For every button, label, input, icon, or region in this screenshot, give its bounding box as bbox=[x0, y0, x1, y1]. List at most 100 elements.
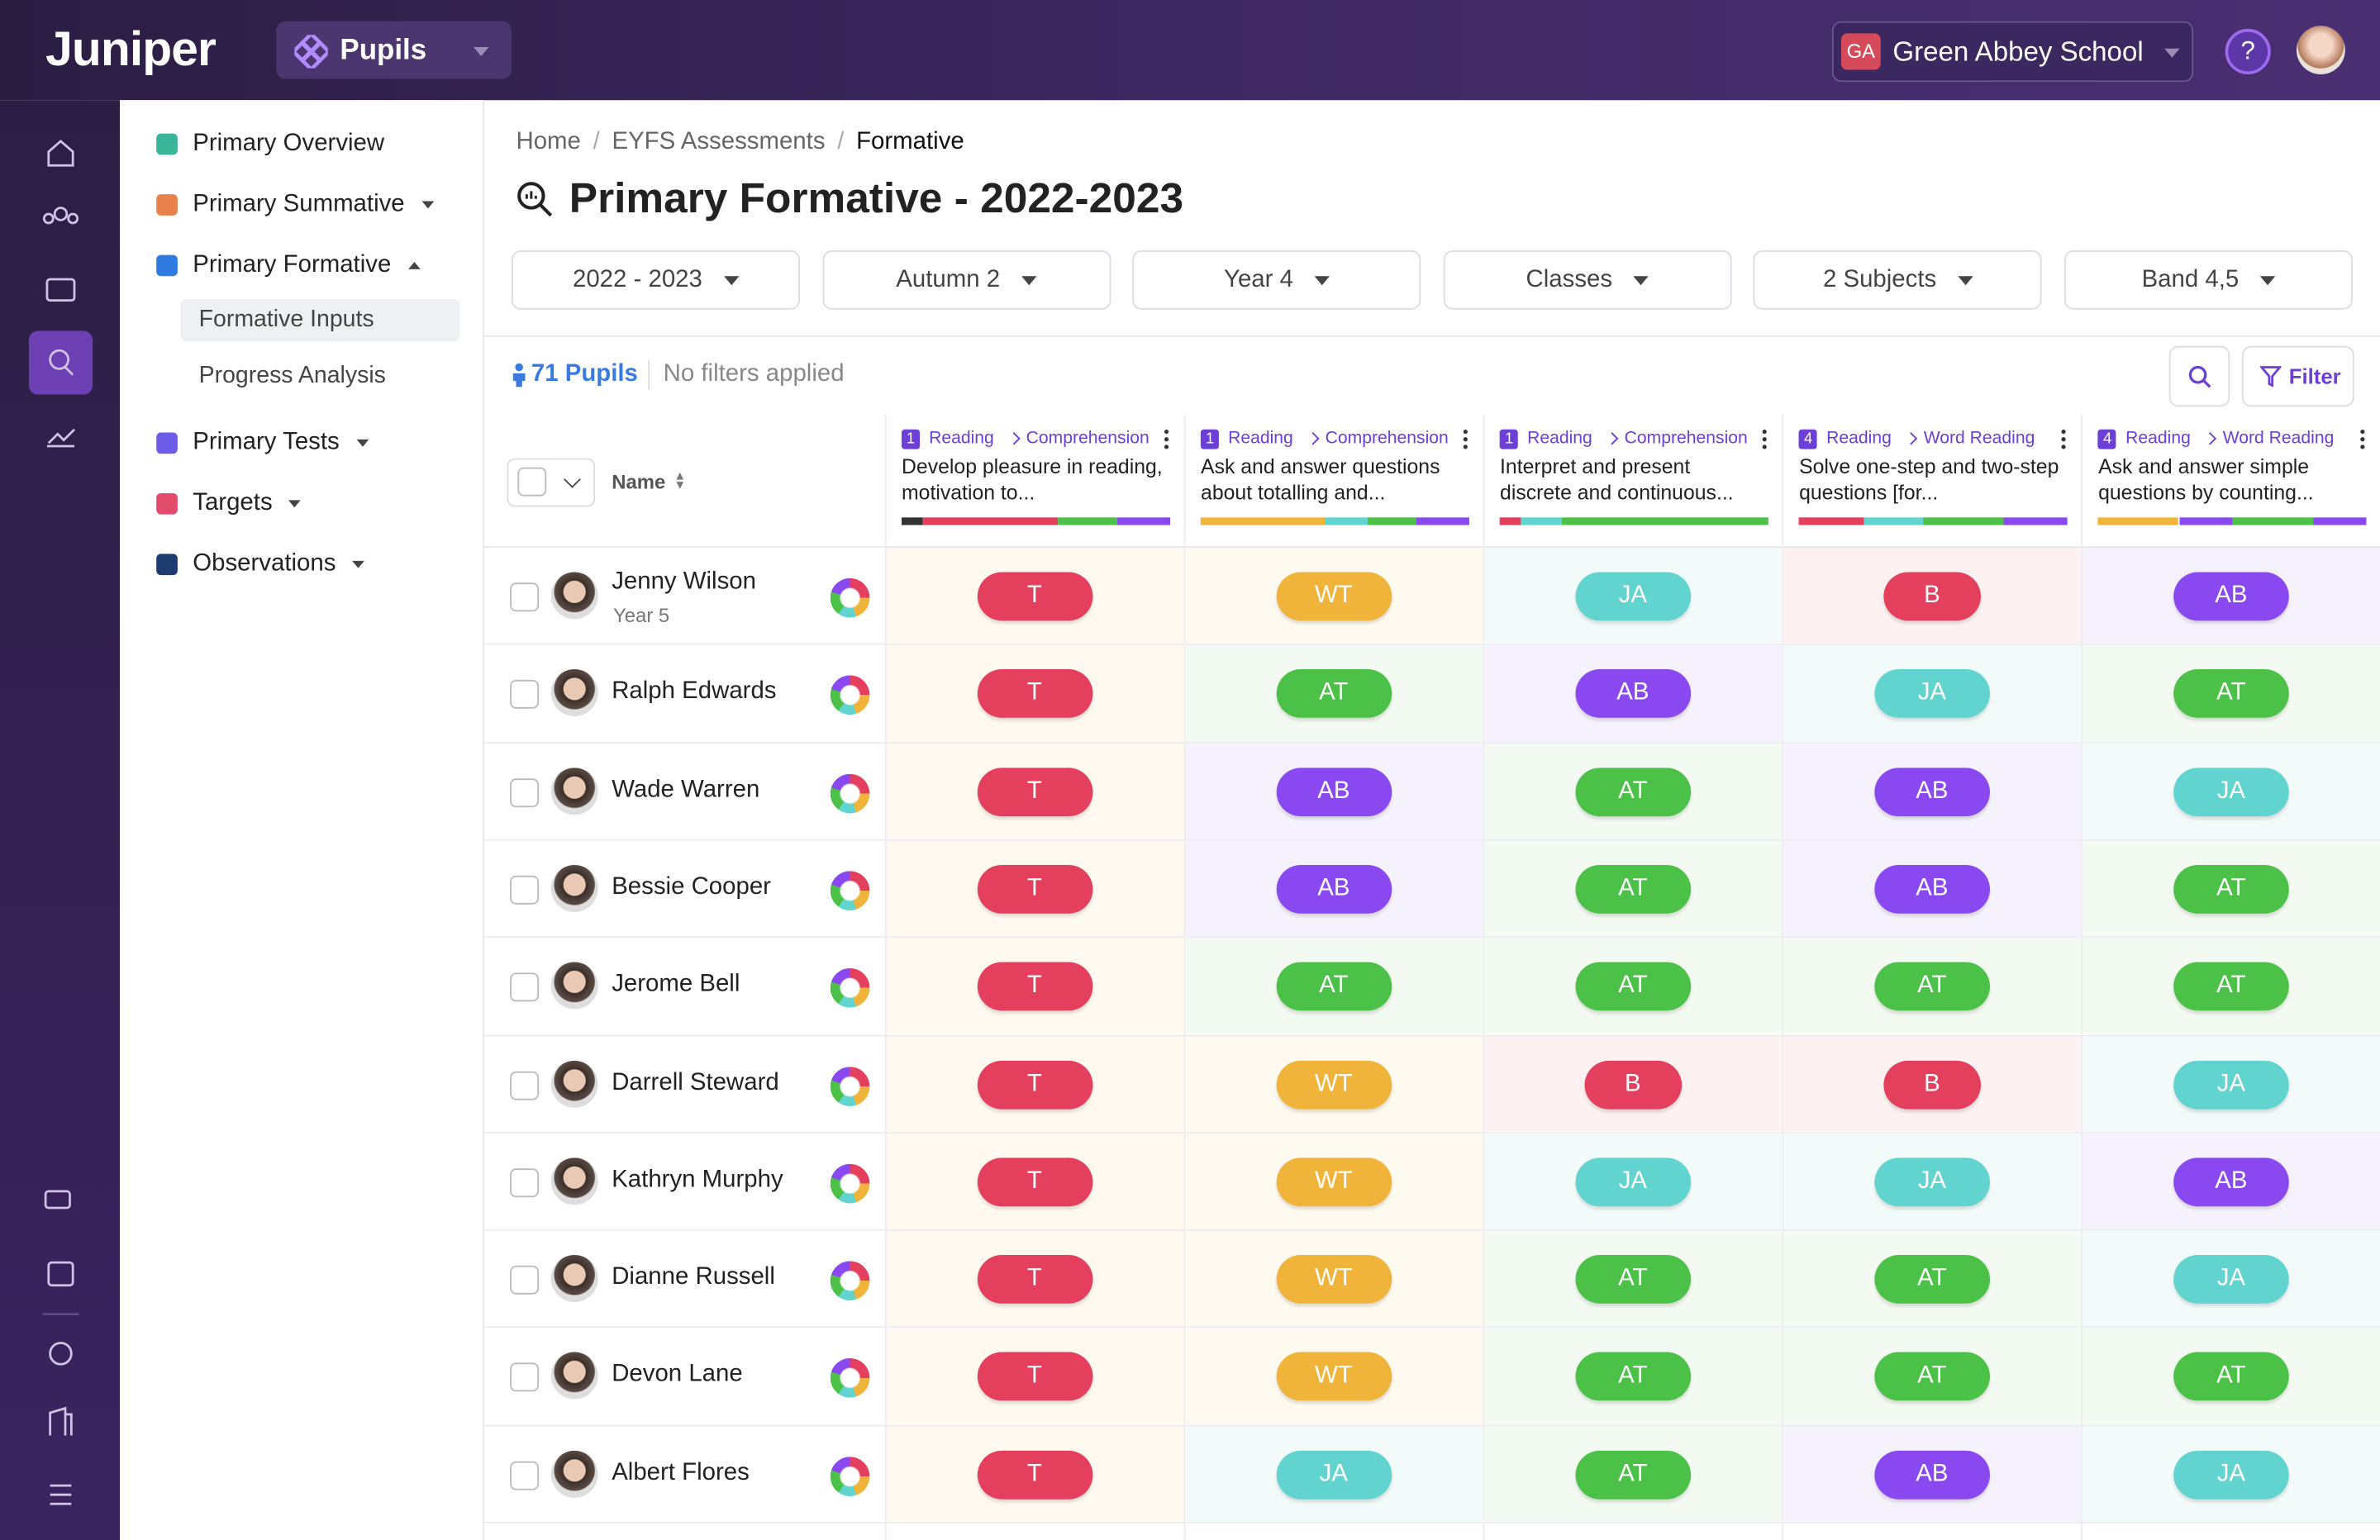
nav-item[interactable]: Observations bbox=[156, 551, 366, 578]
grade-pill[interactable]: WT bbox=[1276, 1352, 1392, 1402]
grade-pill[interactable]: AT bbox=[1575, 1255, 1691, 1304]
filter-dropdown[interactable]: 2 Subjects bbox=[1754, 250, 2043, 310]
analysis-icon[interactable] bbox=[46, 428, 75, 448]
checkbox[interactable] bbox=[510, 972, 540, 1002]
grade-pill[interactable]: AT bbox=[1575, 1450, 1691, 1500]
pupil-name[interactable]: Jerome Bell bbox=[612, 971, 740, 998]
progress-ring[interactable] bbox=[830, 772, 870, 813]
grade-pill[interactable]: AB bbox=[1874, 864, 1990, 914]
grade-pill[interactable]: WT bbox=[1276, 1157, 1392, 1206]
checkbox[interactable] bbox=[510, 1266, 540, 1295]
nav-item[interactable]: Targets bbox=[156, 490, 302, 517]
select-all[interactable] bbox=[507, 458, 596, 507]
grade-pill[interactable]: AB bbox=[1874, 1450, 1990, 1500]
grade-pill[interactable]: T bbox=[977, 864, 1092, 914]
column-subject[interactable]: Reading bbox=[929, 429, 994, 448]
progress-ring[interactable] bbox=[830, 871, 870, 910]
checkbox[interactable] bbox=[510, 1461, 540, 1490]
checkbox[interactable] bbox=[510, 1070, 540, 1100]
formative-icon[interactable] bbox=[28, 330, 93, 395]
grade-pill[interactable]: T bbox=[977, 572, 1092, 621]
pupils-icon[interactable] bbox=[53, 207, 69, 221]
sort-icon[interactable]: ▲ ▼ bbox=[674, 468, 687, 492]
grade-pill[interactable]: T bbox=[977, 1059, 1092, 1109]
column-subject[interactable]: Reading bbox=[1527, 429, 1592, 448]
grade-pill[interactable]: WT bbox=[1276, 1059, 1392, 1109]
checkbox[interactable] bbox=[510, 1167, 540, 1197]
grade-pill[interactable]: JA bbox=[2173, 1450, 2289, 1500]
grade-pill[interactable]: AT bbox=[2173, 1352, 2289, 1402]
grade-pill[interactable]: AT bbox=[1874, 962, 1990, 1011]
checkbox[interactable] bbox=[510, 1363, 540, 1393]
pupil-name[interactable]: Ralph Edwards bbox=[612, 678, 777, 705]
column-subject[interactable]: Reading bbox=[1228, 429, 1293, 448]
column-strand[interactable]: Comprehension bbox=[1325, 429, 1449, 448]
progress-ring[interactable] bbox=[830, 675, 870, 715]
grade-pill[interactable]: AT bbox=[1575, 864, 1691, 914]
grade-pill[interactable]: AB bbox=[2173, 1157, 2289, 1206]
grade-pill[interactable]: T bbox=[977, 1157, 1092, 1206]
settings-icon[interactable] bbox=[49, 1342, 73, 1366]
progress-ring[interactable] bbox=[830, 578, 870, 618]
grade-pill[interactable]: T bbox=[977, 669, 1092, 719]
grade-pill[interactable]: B bbox=[1883, 1059, 1981, 1109]
progress-ring[interactable] bbox=[830, 1066, 870, 1106]
grade-pill[interactable]: AB bbox=[1874, 767, 1990, 816]
grade-pill[interactable]: T bbox=[977, 1352, 1092, 1402]
grade-pill[interactable]: AT bbox=[1276, 669, 1392, 719]
column-menu[interactable] bbox=[1164, 427, 1169, 449]
nav-subitem[interactable]: Formative Inputs bbox=[180, 298, 460, 342]
name-header[interactable]: Name bbox=[612, 470, 666, 493]
grade-pill[interactable]: JA bbox=[1874, 1157, 1990, 1206]
grade-pill[interactable]: B bbox=[1883, 572, 1981, 621]
pupil-name[interactable]: Jenny Wilson bbox=[612, 568, 756, 596]
filter-dropdown[interactable]: 2022 - 2023 bbox=[511, 250, 800, 310]
messages-icon[interactable] bbox=[44, 1190, 71, 1210]
pupil-name[interactable]: Darrell Steward bbox=[612, 1068, 779, 1096]
column-subject[interactable]: Reading bbox=[1826, 429, 1892, 448]
help-button[interactable]: ? bbox=[2225, 28, 2271, 75]
nav-item[interactable]: Primary Summative bbox=[156, 191, 435, 218]
progress-ring[interactable] bbox=[830, 1261, 870, 1301]
filter-dropdown[interactable]: Band 4,5 bbox=[2063, 250, 2353, 310]
grade-pill[interactable]: JA bbox=[1276, 1450, 1392, 1500]
nav-item[interactable]: Primary Tests bbox=[156, 430, 369, 457]
column-menu[interactable] bbox=[2360, 427, 2366, 449]
school-icon[interactable] bbox=[49, 1406, 73, 1436]
nav-subitem[interactable]: Progress Analysis bbox=[198, 362, 386, 389]
grade-pill[interactable]: JA bbox=[2173, 1255, 2289, 1304]
pupil-name[interactable]: Bessie Cooper bbox=[612, 873, 771, 900]
grade-pill[interactable]: AT bbox=[1276, 962, 1392, 1011]
checkbox[interactable] bbox=[510, 582, 540, 612]
logo[interactable]: Juniper bbox=[45, 21, 217, 76]
grade-pill[interactable]: AB bbox=[1276, 864, 1392, 914]
grade-pill[interactable]: T bbox=[977, 962, 1092, 1011]
grade-pill[interactable]: JA bbox=[1874, 669, 1990, 719]
nav-item[interactable]: Primary Overview bbox=[156, 131, 384, 158]
crumb[interactable]: EYFS Assessments bbox=[612, 129, 826, 155]
grade-pill[interactable]: WT bbox=[1276, 572, 1392, 621]
grade-pill[interactable]: T bbox=[977, 1450, 1092, 1500]
column-strand[interactable]: Comprehension bbox=[1026, 429, 1150, 448]
nav-item[interactable]: Primary Formative bbox=[156, 252, 421, 279]
grade-pill[interactable]: AT bbox=[2173, 962, 2289, 1011]
calendar-icon[interactable] bbox=[47, 1261, 74, 1287]
checkbox[interactable] bbox=[510, 875, 540, 905]
grade-pill[interactable]: JA bbox=[2173, 767, 2289, 816]
menu-icon[interactable] bbox=[50, 1484, 72, 1505]
grade-pill[interactable]: AT bbox=[1874, 1255, 1990, 1304]
grade-pill[interactable]: T bbox=[977, 767, 1092, 816]
column-strand[interactable]: Word Reading bbox=[2222, 429, 2335, 448]
filter-button[interactable]: Filter bbox=[2241, 345, 2354, 407]
pupil-name[interactable]: Kathryn Murphy bbox=[612, 1167, 783, 1193]
filter-dropdown[interactable]: Autumn 2 bbox=[821, 250, 1111, 310]
progress-ring[interactable] bbox=[830, 1163, 870, 1204]
pupil-name[interactable]: Wade Warren bbox=[612, 776, 760, 802]
pupil-name[interactable]: Dianne Russell bbox=[612, 1264, 775, 1290]
assess-icon[interactable] bbox=[45, 278, 76, 302]
progress-ring[interactable] bbox=[830, 968, 870, 1008]
module-switcher[interactable]: Pupils bbox=[276, 21, 512, 79]
grade-pill[interactable]: AT bbox=[1575, 962, 1691, 1011]
filter-dropdown[interactable]: Classes bbox=[1443, 250, 1732, 310]
user-avatar[interactable] bbox=[2296, 26, 2345, 75]
